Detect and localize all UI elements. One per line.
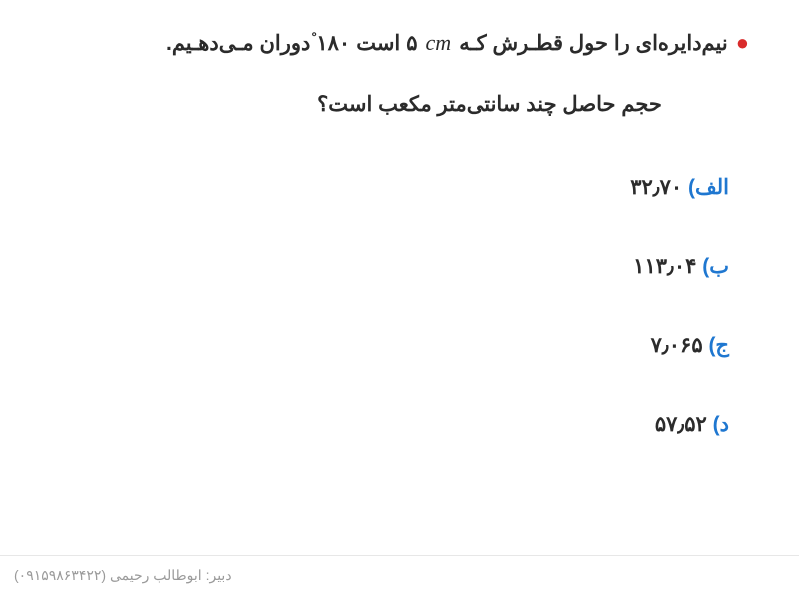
option-value: ۱۱۳٫۰۴ bbox=[633, 255, 696, 278]
option-label: د) bbox=[713, 413, 729, 436]
degree-symbol: ∘ bbox=[310, 27, 318, 41]
teacher-name: ابوطالب رحیمی bbox=[110, 567, 202, 583]
option-label: الف) bbox=[688, 176, 729, 199]
question-page: ● نیم‌دایره‌ای را حول قطـرش کـه cm ۵ است… bbox=[0, 0, 799, 602]
option-label: ج) bbox=[708, 334, 729, 357]
teacher-prefix: دبیر: bbox=[206, 567, 232, 583]
question-line-2: حجم حاصل چند سانتی‌متر مکعب است؟ bbox=[50, 92, 749, 117]
q-text-1: نیم‌دایره‌ای را حول قطـرش کـه bbox=[459, 31, 728, 56]
option-b: ب) ۱۱۳٫۰۴ bbox=[50, 254, 729, 279]
degree-value: ۱۸۰ bbox=[316, 32, 350, 55]
q-text-2: است bbox=[356, 31, 400, 56]
degree-wrap: ∘ ۱۸۰ bbox=[316, 31, 350, 56]
teacher-phone: ۰۹۱۵۹۸۶۳۴۲۲ bbox=[19, 567, 102, 583]
phone-open: ( bbox=[101, 567, 106, 583]
unit-cm: cm bbox=[424, 30, 454, 56]
option-c: ج) ۷٫۰۶۵ bbox=[50, 333, 729, 358]
question-line-1: ● نیم‌دایره‌ای را حول قطـرش کـه cm ۵ است… bbox=[50, 30, 749, 56]
footer: دبیر: ابوطالب رحیمی (۰۹۱۵۹۸۶۳۴۲۲) bbox=[14, 567, 232, 584]
footer-divider bbox=[0, 555, 799, 556]
option-d: د) ۵۷٫۵۲ bbox=[50, 412, 729, 437]
option-a: الف) ۳۲٫۷۰ bbox=[50, 175, 729, 200]
options-list: الف) ۳۲٫۷۰ ب) ۱۱۳٫۰۴ ج) ۷٫۰۶۵ د) ۵۷٫۵۲ bbox=[50, 175, 749, 437]
option-value: ۷٫۰۶۵ bbox=[651, 334, 703, 357]
bullet-icon: ● bbox=[736, 30, 749, 56]
option-value: ۳۲٫۷۰ bbox=[630, 176, 682, 199]
question-block: ● نیم‌دایره‌ای را حول قطـرش کـه cm ۵ است… bbox=[50, 30, 749, 117]
option-label: ب) bbox=[702, 255, 729, 278]
q-text-3: دوران مـی‌دهـیم. bbox=[166, 31, 310, 56]
diameter-value: ۵ bbox=[406, 31, 417, 56]
option-value: ۵۷٫۵۲ bbox=[655, 413, 707, 436]
